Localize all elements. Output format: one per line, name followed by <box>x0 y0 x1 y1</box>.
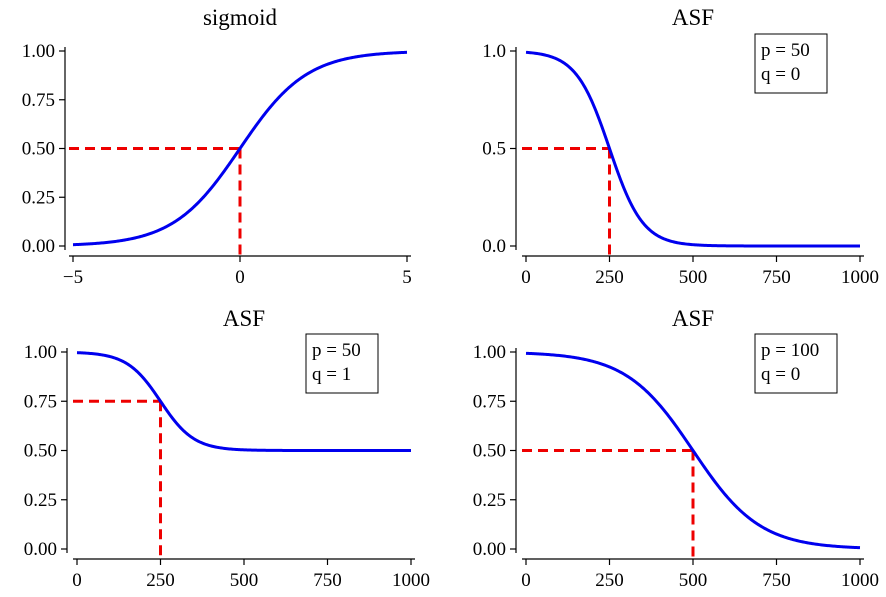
y-tick-label: 0.5 <box>482 139 506 160</box>
legend-entry: p = 50 <box>312 340 361 361</box>
y-tick-label: 0.0 <box>482 236 506 257</box>
legend: p = 50 q = 1 <box>305 333 379 394</box>
y-tick-label: 0.50 <box>24 441 57 462</box>
legend-entry: q = 0 <box>761 364 800 385</box>
subplot-title: sigmoid <box>203 5 278 30</box>
x-tick-label: 0 <box>521 267 531 288</box>
x-tick-label: 750 <box>762 267 791 288</box>
y-tick-label: 0.50 <box>473 441 506 462</box>
x-tick-label: 750 <box>313 570 342 591</box>
y-tick-label: 0.75 <box>473 391 506 412</box>
x-tick-label: 0 <box>72 570 82 591</box>
x-tick-label: 5 <box>402 267 412 288</box>
series-line <box>72 50 408 247</box>
legend-entry: q = 1 <box>312 364 351 385</box>
y-tick-label: 0.75 <box>22 90 55 111</box>
y-tick-label: 0.25 <box>24 490 57 511</box>
legend: p = 100 q = 0 <box>754 333 838 394</box>
subplot-4: ASF 0.00 0.25 0.50 0.75 1.00 0 250 500 750 1000 p =… <box>473 306 879 591</box>
x-tick-label: 250 <box>595 570 624 591</box>
y-tick-label: 0.25 <box>22 187 55 208</box>
x-tick-label: 0 <box>521 570 531 591</box>
x-tick-label: 250 <box>595 267 624 288</box>
x-tick-label: −5 <box>63 267 83 288</box>
legend-frame <box>754 333 838 394</box>
legend-frame <box>754 33 828 94</box>
subplot-1: sigmoid 0.00 0.25 0.50 0.75 1.00 −5 0 5 <box>22 5 412 288</box>
y-tick-label: 0.50 <box>22 139 55 160</box>
legend-entry: p = 50 <box>761 40 810 61</box>
series-line <box>525 50 861 248</box>
subplot-title: ASF <box>672 306 714 331</box>
series-line <box>525 351 861 550</box>
subplot-title: ASF <box>223 306 265 331</box>
legend-frame <box>305 333 379 394</box>
x-tick-label: 500 <box>679 570 708 591</box>
legend: p = 50 q = 0 <box>754 33 828 94</box>
y-tick-label: 1.00 <box>22 41 55 62</box>
series-line <box>76 351 412 452</box>
subplot-3: ASF 0.00 0.25 0.50 0.75 1.00 0 250 500 750 1000 p =… <box>24 306 430 591</box>
legend-entry: p = 100 <box>761 340 819 361</box>
y-tick-label: 0.75 <box>24 391 57 412</box>
y-tick-label: 1.00 <box>24 342 57 363</box>
x-tick-label: 1000 <box>841 570 879 591</box>
legend-entry: q = 0 <box>761 64 800 85</box>
x-tick-label: 500 <box>230 570 259 591</box>
x-tick-label: 0 <box>235 267 245 288</box>
subplot-title: ASF <box>672 5 714 30</box>
subplot-2: ASF 0.0 0.5 1.0 0 250 500 750 1000 p = 50 q = 0 <box>482 5 879 288</box>
x-tick-label: 750 <box>762 570 791 591</box>
x-tick-label: 1000 <box>392 570 430 591</box>
y-tick-label: 1.00 <box>473 342 506 363</box>
y-tick-label: 1.0 <box>482 41 506 62</box>
y-tick-label: 0.00 <box>22 236 55 257</box>
y-tick-label: 0.00 <box>473 539 506 560</box>
y-tick-label: 0.25 <box>473 490 506 511</box>
x-tick-label: 1000 <box>841 267 879 288</box>
x-tick-label: 250 <box>146 570 175 591</box>
y-tick-label: 0.00 <box>24 539 57 560</box>
x-tick-label: 500 <box>679 267 708 288</box>
